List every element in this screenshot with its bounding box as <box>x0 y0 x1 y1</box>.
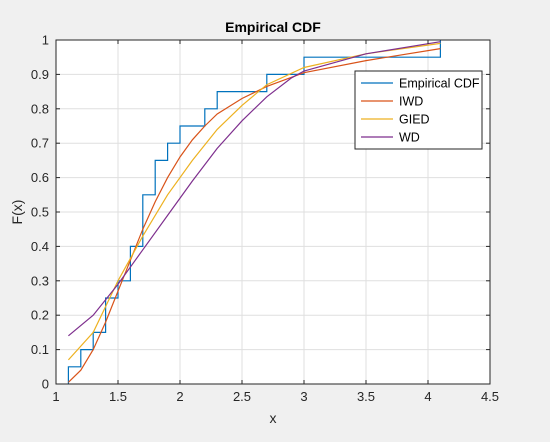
legend-label-empirical-cdf: Empirical CDF <box>399 77 480 91</box>
y-tick-label: 0.6 <box>31 170 49 185</box>
legend-label-gied: GIED <box>399 113 430 127</box>
y-tick-label: 0 <box>42 377 49 392</box>
chart-title: Empirical CDF <box>225 19 321 35</box>
y-tick-label: 0.8 <box>31 101 49 116</box>
y-tick-label: 0.7 <box>31 136 49 151</box>
x-tick-label: 2.5 <box>233 389 251 404</box>
x-axis-label: x <box>270 410 277 426</box>
x-tick-label: 2 <box>176 389 183 404</box>
y-axis-label: F(x) <box>9 200 25 225</box>
x-tick-labels: 1 1.5 2 2.5 3 3.5 4 4.5 <box>52 389 499 404</box>
legend-box <box>354 70 483 150</box>
y-tick-label: 0.3 <box>31 273 49 288</box>
x-tick-label: 1 <box>52 389 59 404</box>
y-tick-labels: 0 0.1 0.2 0.3 0.4 0.5 0.6 0.7 0.8 0.9 1 <box>31 33 49 392</box>
legend-label-iwd: IWD <box>399 95 423 109</box>
x-tick-label: 4.5 <box>481 389 499 404</box>
y-tick-label: 0.4 <box>31 239 49 254</box>
y-tick-label: 0.9 <box>31 67 49 82</box>
tick-marks <box>55 39 491 385</box>
series-line-iwd <box>67 48 441 383</box>
x-tick-label: 3.5 <box>357 389 375 404</box>
legend: Empirical CDF IWD GIED WD <box>354 70 483 150</box>
y-tick-label: 0.2 <box>31 308 49 323</box>
series-line-empirical-cdf <box>67 40 441 384</box>
x-tick-label: 3 <box>300 389 307 404</box>
x-tick-label: 1.5 <box>109 389 127 404</box>
legend-label-wd: WD <box>399 131 420 145</box>
y-tick-label: 0.5 <box>31 205 49 220</box>
series-line-wd <box>68 41 441 337</box>
series-layer <box>67 40 441 384</box>
y-tick-label: 0.1 <box>31 342 49 357</box>
y-tick-label: 1 <box>42 33 49 48</box>
x-tick-label: 4 <box>424 389 431 404</box>
